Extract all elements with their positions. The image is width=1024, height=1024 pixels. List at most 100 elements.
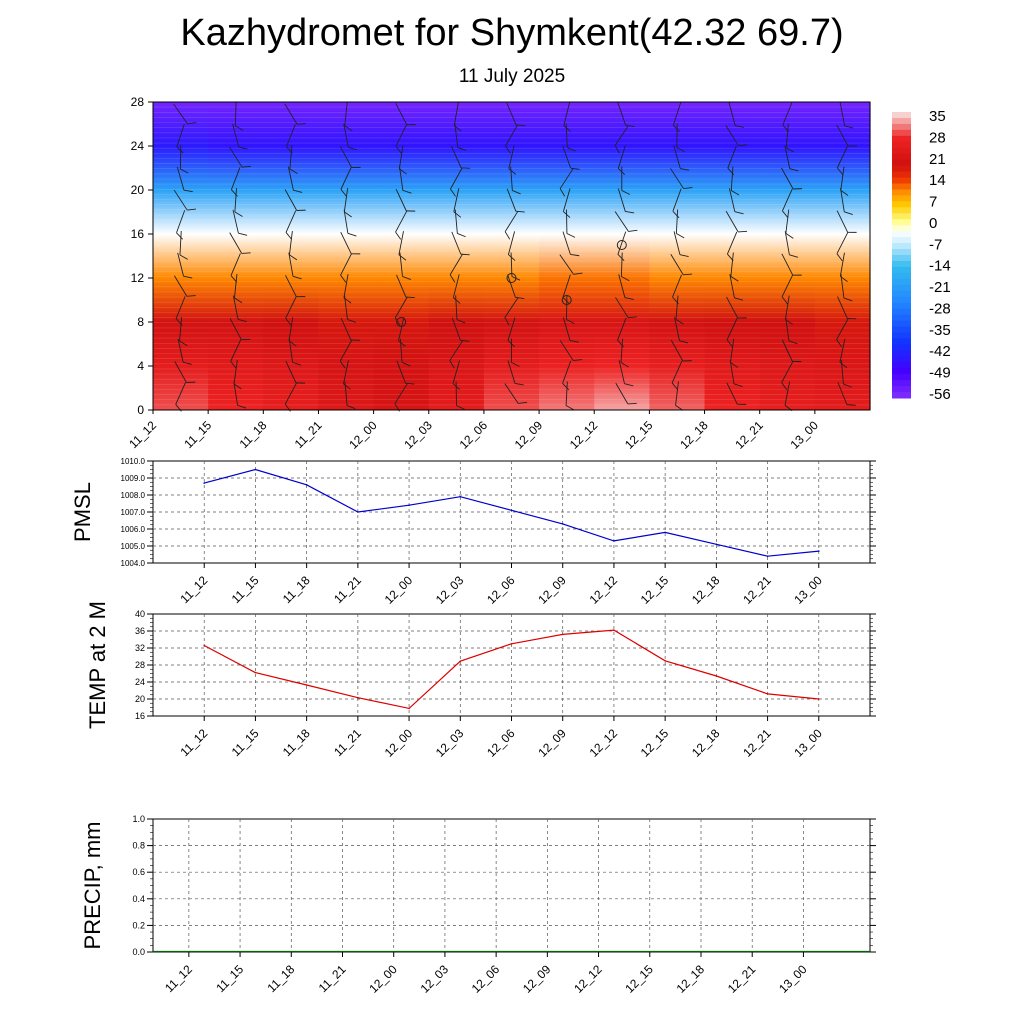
wind-barb-flag — [793, 188, 803, 190]
wind-barb-flag — [460, 339, 470, 342]
wind-barb-shaft — [177, 252, 184, 277]
wind-barb-shaft — [449, 340, 464, 361]
wind-barb — [675, 295, 684, 325]
x-tick-label: 12_00 — [346, 418, 380, 452]
colorbar-segment — [892, 147, 911, 155]
wind-barb-flag — [683, 273, 693, 276]
wind-barb-shaft — [840, 188, 845, 212]
wind-barb-flag — [733, 383, 743, 387]
wind-barb — [620, 252, 630, 282]
wind-barb — [454, 123, 467, 151]
wind-barb — [781, 167, 803, 190]
wind-barb — [675, 209, 685, 239]
wind-barb-shaft — [728, 102, 736, 126]
wind-barb-shaft — [840, 274, 845, 298]
wind-barb — [395, 188, 416, 212]
wind-barb — [288, 338, 302, 366]
wind-barb-shaft — [234, 187, 237, 213]
colorbar-segment — [892, 260, 911, 268]
wind-barb-shaft — [784, 145, 791, 169]
wind-barb-shaft — [727, 145, 737, 169]
x-tick-label: 12_21 — [732, 418, 766, 452]
heatmap-cell-column — [428, 102, 485, 410]
wind-barb-flag — [559, 188, 566, 197]
colorbar-label: -42 — [929, 343, 951, 360]
wind-barb-flag — [289, 168, 298, 175]
wind-barb-shaft — [504, 297, 519, 318]
calm-wind-circle — [616, 240, 627, 250]
data-point — [305, 684, 308, 686]
wind-barb — [399, 338, 411, 367]
y-tick-label: 20 — [131, 183, 145, 197]
wind-barb-flag — [346, 405, 356, 410]
wind-barb — [233, 360, 242, 390]
wind-barb-shaft — [343, 360, 349, 384]
wind-barb-shaft — [675, 295, 679, 320]
wind-barb-shaft — [785, 317, 790, 341]
wind-barb-flag — [405, 296, 415, 299]
wind-barb-shaft — [449, 253, 463, 276]
wind-barb — [233, 274, 243, 304]
colorbar-segment — [892, 213, 911, 220]
wind-barb-flag — [398, 340, 406, 347]
wind-barb-shaft — [285, 275, 297, 297]
wind-barb — [621, 166, 631, 195]
wind-barb-shaft — [452, 360, 461, 384]
colorbar-segment — [892, 141, 911, 149]
wind-barb — [562, 317, 579, 343]
wind-barb-shaft — [617, 317, 627, 341]
wind-barb — [785, 209, 794, 239]
y-tick-label: 16 — [135, 711, 145, 721]
wind-barb-flag — [617, 254, 625, 262]
wind-barb-shaft — [504, 211, 519, 232]
colorbar-segment — [892, 165, 911, 173]
wind-barb-shaft — [617, 145, 626, 169]
wind-barb-flag — [179, 254, 188, 260]
wind-barb — [784, 231, 799, 258]
wind-barb-flag — [625, 124, 635, 127]
data-point — [510, 643, 513, 645]
wind-barb-flag — [237, 318, 247, 323]
pmsl-panel: 1004.0 1005.0 1006.0 1007.0 1008.0 1009.0 1010… — [70, 457, 876, 607]
wind-barb-shaft — [614, 125, 629, 146]
wind-barb — [674, 317, 689, 344]
wind-barb-flag — [782, 210, 789, 219]
y-tick-label: 20 — [135, 694, 145, 704]
wind-barb-shaft — [562, 231, 571, 255]
wind-barb-shaft — [228, 146, 243, 168]
wind-barb-flag — [285, 318, 292, 326]
y-tick-label: 0 — [137, 403, 144, 417]
wind-barb-shaft — [507, 317, 516, 341]
heatmap-frame — [152, 101, 871, 411]
y-tick-label: 40 — [135, 609, 145, 619]
wind-barb — [179, 317, 188, 347]
wind-barb — [285, 296, 297, 326]
precip-panel: 0.0 0.2 0.4 0.6 0.8 1.0 11_12 11_15 11_18 11_21 12… — [80, 814, 876, 996]
wind-barb — [673, 231, 689, 258]
colorbar-segment — [892, 302, 911, 310]
wind-barb-shaft — [398, 145, 404, 169]
x-tick-label: 13_00 — [787, 418, 821, 452]
wind-barb — [284, 103, 307, 125]
wind-barb-flag — [566, 233, 576, 238]
colorbar-segment — [892, 332, 911, 339]
wind-barb — [730, 252, 739, 282]
data-point — [818, 698, 820, 700]
wind-barb-flag — [453, 211, 462, 218]
y-axis-label: PRECIP, mm — [80, 822, 105, 950]
wind-barb — [562, 231, 580, 257]
wind-barb-shaft — [395, 103, 408, 125]
wind-barb-shaft — [398, 317, 405, 341]
wind-barb-flag — [785, 233, 794, 239]
y-tick-label: 8 — [137, 315, 144, 329]
colorbar-segment — [892, 266, 911, 274]
colorbar-segment — [892, 272, 911, 280]
wind-barb-flag — [627, 402, 637, 405]
wind-barb-flag — [347, 318, 357, 323]
wind-barb — [782, 188, 793, 219]
wind-barb-flag — [836, 339, 843, 348]
wind-barb — [234, 101, 244, 131]
wind-barb — [728, 188, 744, 215]
data-point — [561, 523, 564, 525]
wind-barb — [618, 360, 634, 387]
